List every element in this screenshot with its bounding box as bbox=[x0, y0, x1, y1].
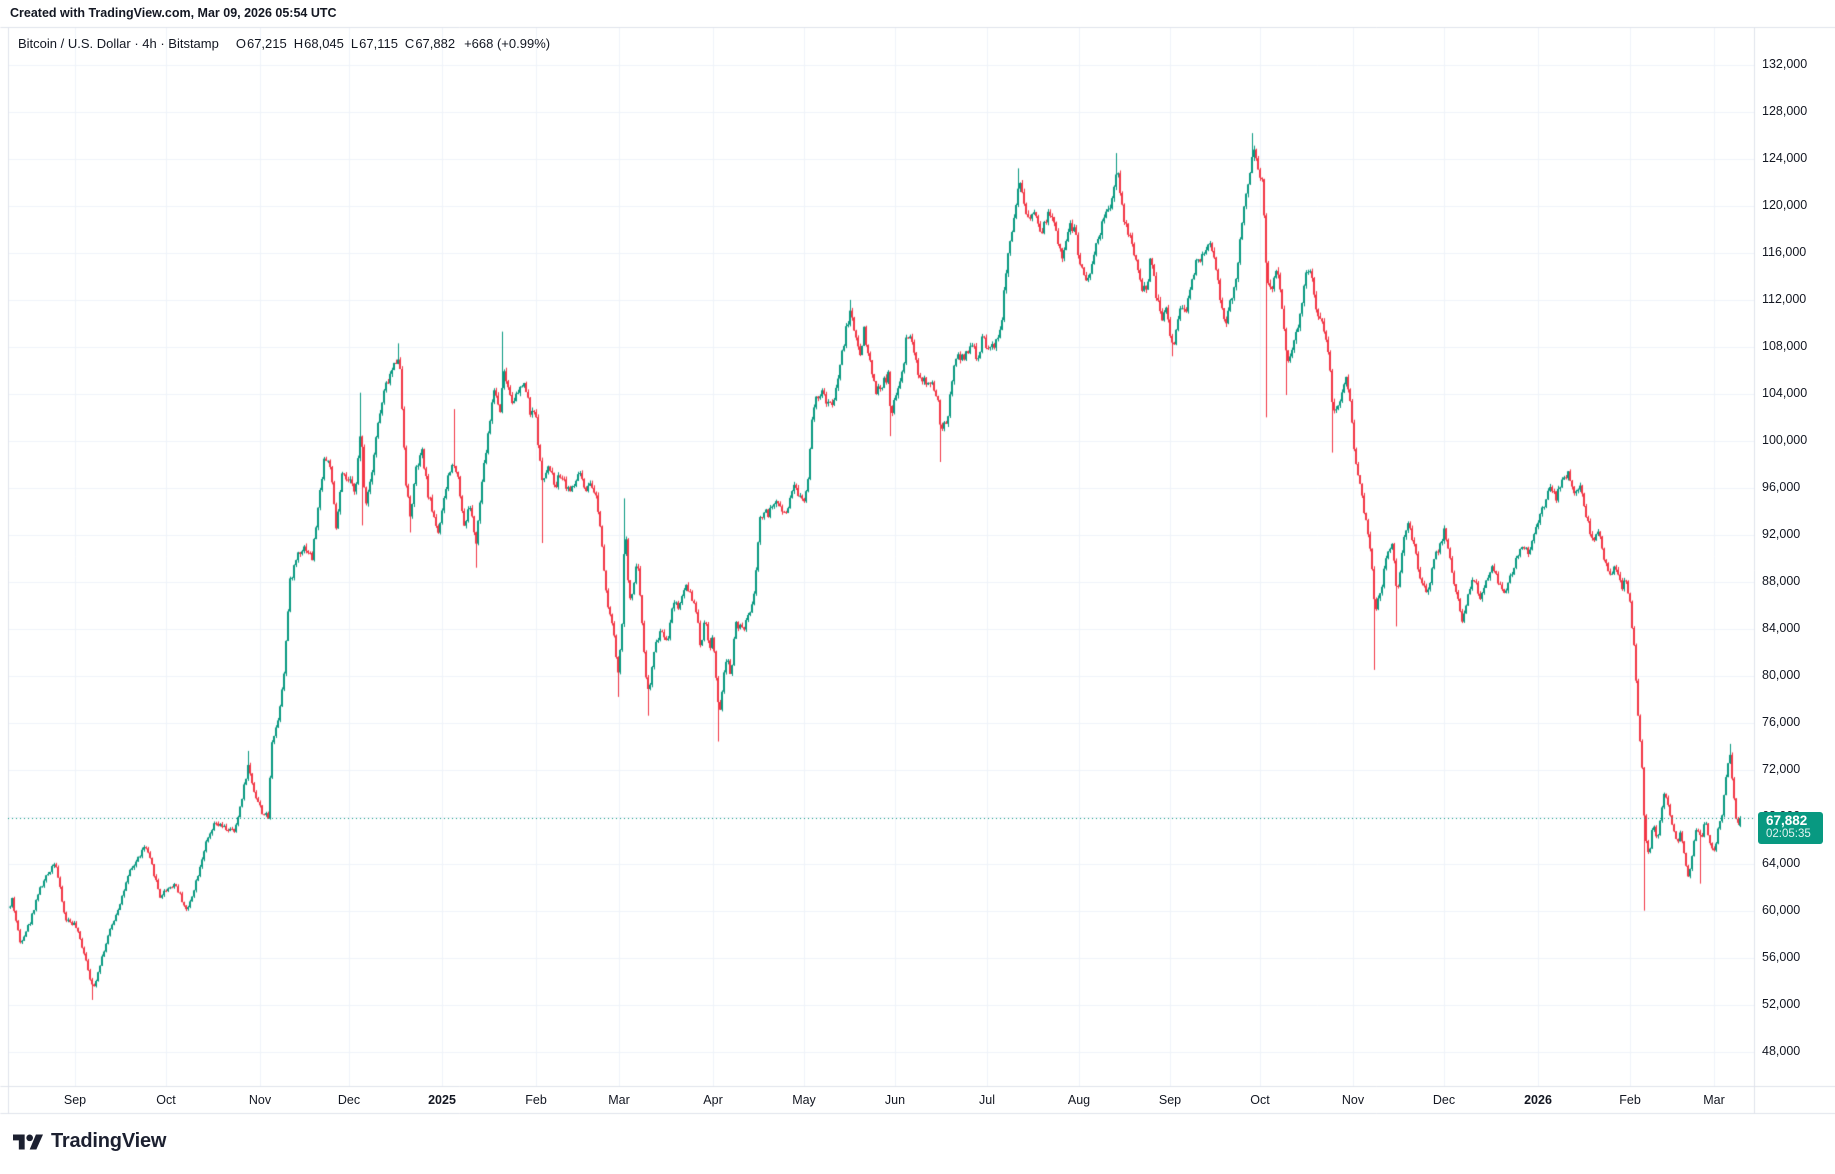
time-axis-label: Nov bbox=[1341, 1093, 1365, 1107]
time-axis-label: Feb bbox=[525, 1093, 547, 1107]
attribution-text: Created with TradingView.com, Mar 09, 20… bbox=[10, 6, 337, 20]
time-axis-label: Apr bbox=[703, 1093, 723, 1107]
time-axis-label: Oct bbox=[1250, 1093, 1270, 1107]
price-axis-label: 76,000 bbox=[1762, 714, 1801, 729]
time-axis-label: Dec bbox=[1432, 1093, 1456, 1107]
price-axis-label: 84,000 bbox=[1762, 620, 1801, 635]
bar-close-countdown: 02:05:35 bbox=[1766, 828, 1811, 840]
time-axis-label: 2025 bbox=[428, 1093, 456, 1107]
price-axis-label: 52,000 bbox=[1762, 996, 1801, 1011]
open-label: O bbox=[235, 36, 246, 51]
tradingview-logo-text: TradingView bbox=[51, 1130, 167, 1152]
time-axis-label: May bbox=[792, 1093, 816, 1107]
time-axis-label: Jun bbox=[884, 1093, 906, 1107]
tradingview-logo-icon bbox=[13, 1134, 43, 1150]
high-value: 68,045 bbox=[304, 36, 344, 51]
price-axis-label: 72,000 bbox=[1762, 761, 1801, 776]
time-axis-label: Jul bbox=[979, 1093, 995, 1107]
chart-legend: Bitcoin / U.S. Dollar · 4h · Bitstamp O … bbox=[18, 36, 550, 51]
price-axis-label: 128,000 bbox=[1762, 103, 1808, 118]
time-axis-label: Oct bbox=[156, 1093, 176, 1107]
time-axis[interactable]: Sep Oct Nov Dec 2025 Feb Mar Apr May Jun Jul Aug Sep… bbox=[0, 1090, 1835, 1113]
current-price-label: 67,882 02:05:35 bbox=[1758, 812, 1823, 844]
time-axis-label: Mar bbox=[608, 1093, 630, 1107]
price-axis-label: 108,000 bbox=[1762, 338, 1808, 353]
time-axis-label: 2026 bbox=[1524, 1093, 1552, 1107]
price-axis-label: 116,000 bbox=[1762, 244, 1807, 259]
price-axis[interactable]: 48,00052,00056,00060,00064,00068,00072,0… bbox=[1754, 27, 1835, 1086]
high-label: H bbox=[293, 36, 304, 51]
time-axis-label: Aug bbox=[1067, 1093, 1091, 1107]
low-label: L bbox=[350, 36, 359, 51]
tradingview-logo[interactable]: TradingView bbox=[13, 1130, 166, 1153]
close-label: C bbox=[404, 36, 415, 51]
price-axis-label: 100,000 bbox=[1762, 432, 1808, 447]
time-axis-label: Dec bbox=[337, 1093, 361, 1107]
symbol-title[interactable]: Bitcoin / U.S. Dollar · 4h · Bitstamp bbox=[18, 36, 219, 51]
price-axis-label: 92,000 bbox=[1762, 526, 1801, 541]
time-axis-label: Mar bbox=[1703, 1093, 1725, 1107]
price-axis-label: 48,000 bbox=[1762, 1043, 1801, 1058]
price-axis-label: 132,000 bbox=[1762, 57, 1808, 71]
time-axis-label: Feb bbox=[1619, 1093, 1641, 1107]
open-value: 67,215 bbox=[246, 36, 287, 51]
price-axis-label: 64,000 bbox=[1762, 855, 1801, 870]
current-price-value: 67,882 bbox=[1766, 813, 1808, 828]
price-axis-label: 112,000 bbox=[1762, 291, 1807, 306]
price-axis-label: 124,000 bbox=[1762, 150, 1808, 165]
price-change: +668 (+0.99%) bbox=[464, 36, 551, 51]
price-axis-label: 80,000 bbox=[1762, 667, 1801, 682]
price-axis-label: 88,000 bbox=[1762, 573, 1801, 588]
close-value: 67,882 bbox=[415, 36, 456, 51]
price-axis-label: 56,000 bbox=[1762, 949, 1801, 964]
price-axis-label: 104,000 bbox=[1762, 385, 1808, 400]
price-axis-label: 60,000 bbox=[1762, 902, 1801, 917]
time-axis-label: Sep bbox=[63, 1093, 87, 1107]
low-value: 67,115 bbox=[359, 36, 398, 51]
attribution-bar: Created with TradingView.com, Mar 09, 20… bbox=[10, 0, 337, 27]
time-axis-label: Nov bbox=[248, 1093, 272, 1107]
time-axis-label: Sep bbox=[1158, 1093, 1182, 1107]
price-axis-label: 96,000 bbox=[1762, 479, 1801, 494]
price-axis-label: 120,000 bbox=[1762, 197, 1808, 212]
